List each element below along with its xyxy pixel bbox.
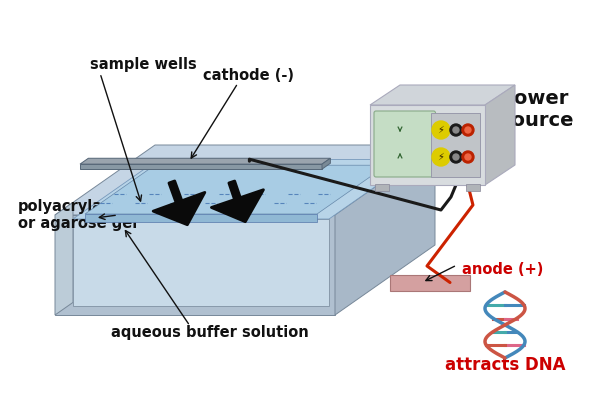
Circle shape [453,154,459,160]
Polygon shape [390,275,470,291]
Text: sample wells: sample wells [90,58,197,73]
Polygon shape [55,202,73,315]
Polygon shape [370,105,485,185]
Polygon shape [73,219,329,306]
Polygon shape [485,85,515,185]
Text: ⚡: ⚡ [437,125,445,135]
Text: polyacrylamide
or agarose gel: polyacrylamide or agarose gel [18,199,144,231]
Text: aqueous buffer solution: aqueous buffer solution [111,325,309,339]
Text: attracts DNA: attracts DNA [445,356,565,374]
Circle shape [450,124,462,136]
Polygon shape [85,165,387,214]
Text: cathode (-): cathode (-) [203,68,293,82]
Bar [466,184,480,191]
Polygon shape [80,158,331,164]
FancyBboxPatch shape [374,111,436,177]
Text: ⚡: ⚡ [437,152,445,162]
Circle shape [450,151,462,163]
Circle shape [432,121,450,139]
Polygon shape [370,85,515,105]
Circle shape [465,154,471,160]
Polygon shape [55,145,435,215]
Circle shape [462,124,474,136]
Circle shape [453,127,459,133]
Polygon shape [335,145,435,315]
Circle shape [465,127,471,133]
Circle shape [432,148,450,166]
Circle shape [462,151,474,163]
Polygon shape [322,158,331,169]
Polygon shape [73,160,414,219]
Bar [431,113,481,177]
Text: power
source: power source [500,89,574,131]
Polygon shape [55,215,335,315]
Polygon shape [85,214,317,222]
Text: anode (+): anode (+) [462,262,544,278]
Polygon shape [80,164,322,169]
Bar [375,184,389,191]
